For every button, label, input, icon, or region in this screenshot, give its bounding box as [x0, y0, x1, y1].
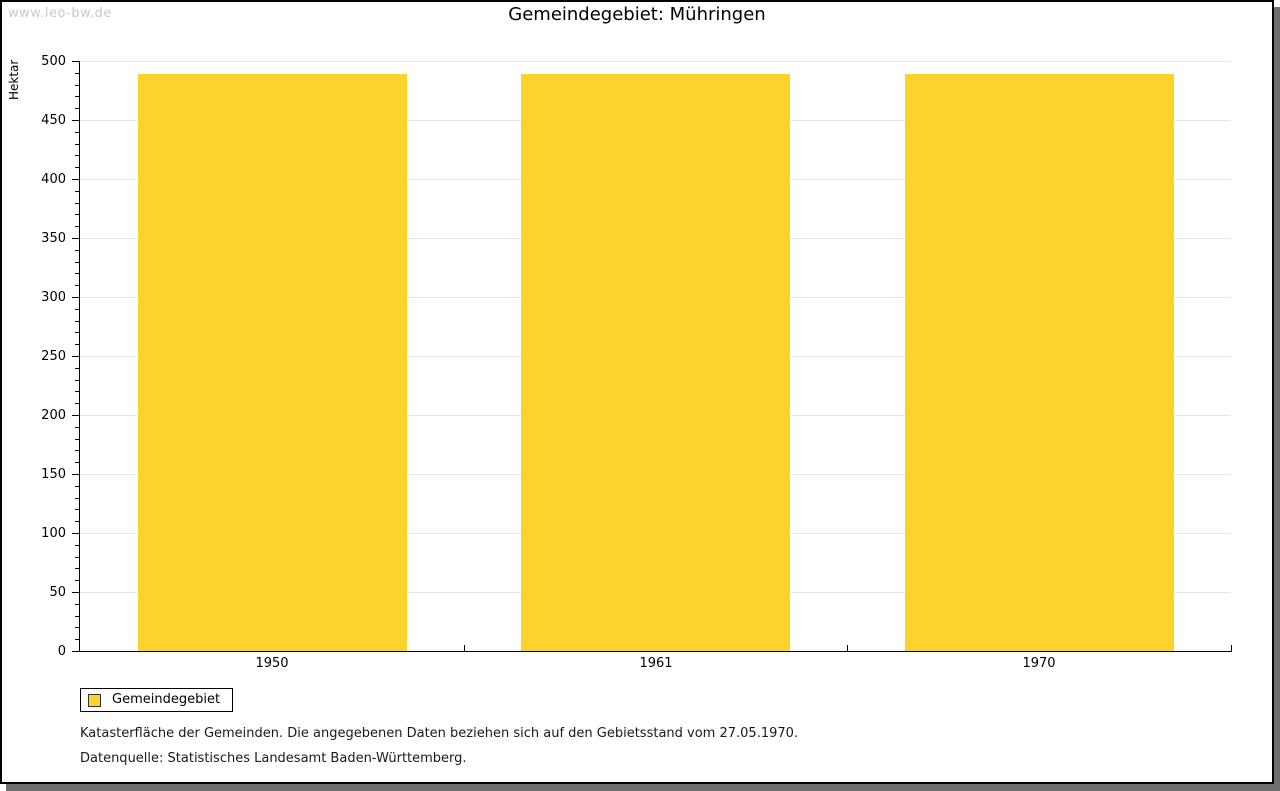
x-tick — [464, 645, 465, 651]
y-minor-tick — [75, 557, 79, 558]
y-minor-tick — [75, 321, 79, 322]
y-major-tick — [72, 179, 79, 180]
y-minor-tick — [75, 203, 79, 204]
y-major-tick — [72, 297, 79, 298]
y-major-tick — [72, 533, 79, 534]
y-minor-tick — [75, 545, 79, 546]
x-category-label: 1950 — [255, 656, 289, 671]
legend-label: Gemeindegebiet — [112, 692, 221, 707]
y-major-tick — [72, 415, 79, 416]
y-minor-tick — [75, 155, 79, 156]
x-category-label: 1970 — [1022, 656, 1056, 671]
watermark: www.leo-bw.de — [8, 6, 112, 21]
y-major-tick — [72, 356, 79, 357]
y-minor-tick — [75, 450, 79, 451]
y-minor-tick — [75, 439, 79, 440]
y-minor-tick — [75, 144, 79, 145]
gridline — [80, 61, 1231, 62]
y-minor-tick — [75, 368, 79, 369]
y-tick-label: 350 — [41, 231, 66, 246]
y-minor-tick — [75, 639, 79, 640]
y-major-tick — [72, 474, 79, 475]
y-minor-tick — [75, 568, 79, 569]
y-tick-label: 300 — [41, 290, 66, 305]
y-axis — [79, 61, 80, 652]
y-minor-tick — [75, 285, 79, 286]
y-minor-tick — [75, 226, 79, 227]
x-tick — [1231, 645, 1232, 651]
y-tick-label: 400 — [41, 172, 66, 187]
y-minor-tick — [75, 403, 79, 404]
y-major-tick — [72, 238, 79, 239]
y-minor-tick — [75, 167, 79, 168]
x-axis — [79, 651, 1232, 652]
y-minor-tick — [75, 498, 79, 499]
footer-source: Datenquelle: Statistisches Landesamt Bad… — [80, 751, 467, 766]
y-tick-label: 200 — [41, 408, 66, 423]
y-minor-tick — [75, 214, 79, 215]
y-minor-tick — [75, 273, 79, 274]
y-major-tick — [72, 651, 79, 652]
y-minor-tick — [75, 509, 79, 510]
y-minor-tick — [75, 462, 79, 463]
y-minor-tick — [75, 73, 79, 74]
y-minor-tick — [75, 427, 79, 428]
y-minor-tick — [75, 344, 79, 345]
y-major-tick — [72, 120, 79, 121]
y-minor-tick — [75, 85, 79, 86]
y-minor-tick — [75, 521, 79, 522]
y-tick-label: 450 — [41, 113, 66, 128]
y-minor-tick — [75, 486, 79, 487]
legend-swatch-icon — [88, 693, 101, 707]
y-minor-tick — [75, 108, 79, 109]
bar — [521, 74, 790, 651]
y-minor-tick — [75, 616, 79, 617]
y-tick-label: 500 — [41, 54, 66, 69]
y-minor-tick — [75, 191, 79, 192]
y-minor-tick — [75, 332, 79, 333]
footer-note: Katasterfläche der Gemeinden. Die angege… — [80, 726, 799, 741]
x-tick — [847, 645, 848, 651]
bar — [138, 74, 407, 651]
y-minor-tick — [75, 96, 79, 97]
y-minor-tick — [75, 250, 79, 251]
y-tick-label: 0 — [57, 644, 66, 659]
bar — [905, 74, 1174, 651]
y-minor-tick — [75, 262, 79, 263]
y-tick-label: 100 — [41, 526, 66, 541]
y-minor-tick — [75, 580, 79, 581]
y-minor-tick — [75, 309, 79, 310]
y-minor-tick — [75, 380, 79, 381]
y-minor-tick — [75, 627, 79, 628]
x-category-label: 1961 — [639, 656, 673, 671]
y-minor-tick — [75, 391, 79, 392]
y-major-tick — [72, 592, 79, 593]
y-tick-label: 150 — [41, 467, 66, 482]
y-tick-label: 250 — [41, 349, 66, 364]
y-tick-label: 50 — [49, 585, 66, 600]
chart-title: Gemeindegebiet: Mühringen — [508, 4, 766, 25]
legend: Gemeindegebiet — [80, 688, 234, 712]
y-major-tick — [72, 61, 79, 62]
plot-area: 0 50 100 150 200 250 300 350 400 450 500 1950 1961 19… — [41, 55, 1232, 671]
y-minor-tick — [75, 604, 79, 605]
y-minor-tick — [75, 132, 79, 133]
